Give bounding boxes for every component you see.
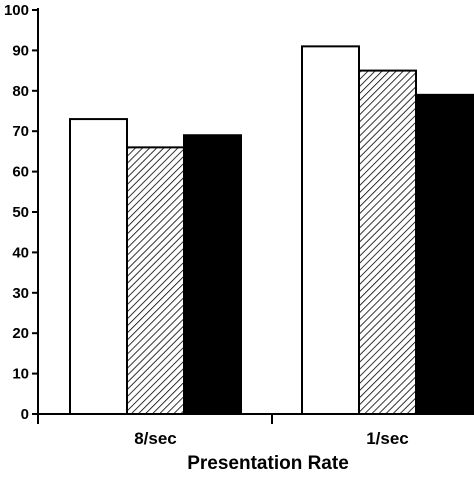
y-tick-label: 70 <box>12 123 29 140</box>
y-tick-label: 20 <box>12 325 29 342</box>
bar-white-0 <box>69 118 128 416</box>
x-axis-title: Presentation Rate <box>187 453 349 474</box>
bars <box>69 45 474 416</box>
labels: 0 10 20 30 40 50 60 70 80 90 100 8/sec 1/sec Presenta… <box>4 2 409 474</box>
y-tick-label: 90 <box>12 42 29 59</box>
bar-black-0 <box>183 134 242 416</box>
y-tick-label: 0 <box>21 406 29 423</box>
bar-hatched-1 <box>358 69 417 415</box>
x-category-label: 1/sec <box>366 429 409 448</box>
y-tick-label: 60 <box>12 164 29 181</box>
x-category-label: 8/sec <box>134 429 177 448</box>
y-tick-label: 80 <box>12 83 29 100</box>
y-tick-label: 100 <box>4 2 29 19</box>
y-tick-label: 50 <box>12 204 29 221</box>
y-tick-label: 40 <box>12 244 29 261</box>
y-tick-label: 10 <box>12 366 29 383</box>
y-tick-label: 30 <box>12 285 29 302</box>
bar-hatched-0 <box>126 146 185 416</box>
bar-black-1 <box>415 93 474 415</box>
bar-white-1 <box>301 45 360 416</box>
